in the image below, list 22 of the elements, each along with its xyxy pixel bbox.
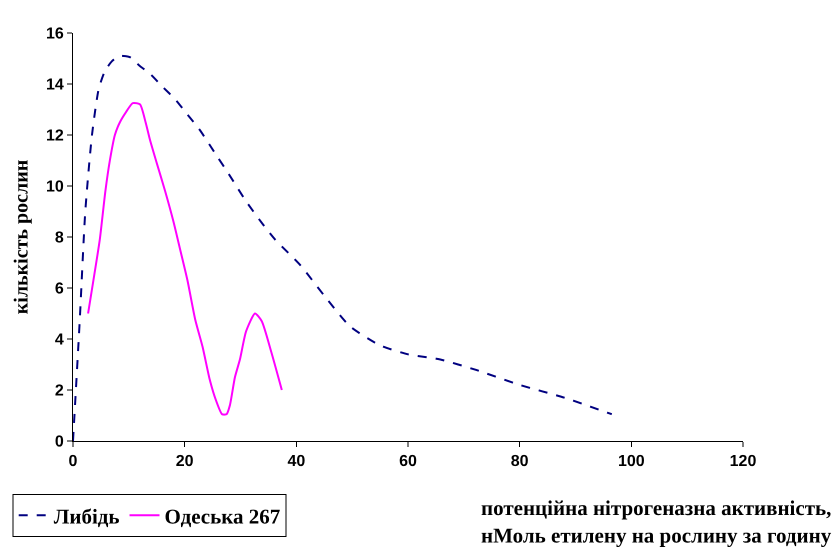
legend-label: Одеська 267 <box>164 504 280 528</box>
legend-label: Либідь <box>54 504 120 528</box>
line-series <box>73 54 613 441</box>
y-tick-label: 8 <box>54 230 64 247</box>
x-tick-label: 80 <box>510 453 529 470</box>
y-tick-label: 14 <box>46 76 64 94</box>
y-tick-label: 12 <box>46 128 64 145</box>
x-tick-label: 100 <box>618 453 645 470</box>
x-tick-label: 0 <box>68 453 78 470</box>
y-tick-label: 4 <box>54 332 64 349</box>
x-tick-label: 40 <box>287 453 306 470</box>
y-tick-label: 6 <box>54 280 64 298</box>
y-tick-label: 2 <box>54 382 64 400</box>
x-axis-title: потенційна нітрогеназна активність, нМоль етилену на рослину за годину <box>481 496 832 548</box>
y-axis-title: кількість рослин <box>10 160 33 314</box>
y-tick-label: 10 <box>46 178 64 196</box>
x-tick-label: 60 <box>399 453 417 470</box>
x-tick-label: 120 <box>730 453 756 470</box>
x-tick-label: 20 <box>176 453 194 470</box>
line-series <box>87 102 283 416</box>
y-tick-label: 0 <box>54 434 64 451</box>
y-tick-label: 16 <box>46 26 64 43</box>
